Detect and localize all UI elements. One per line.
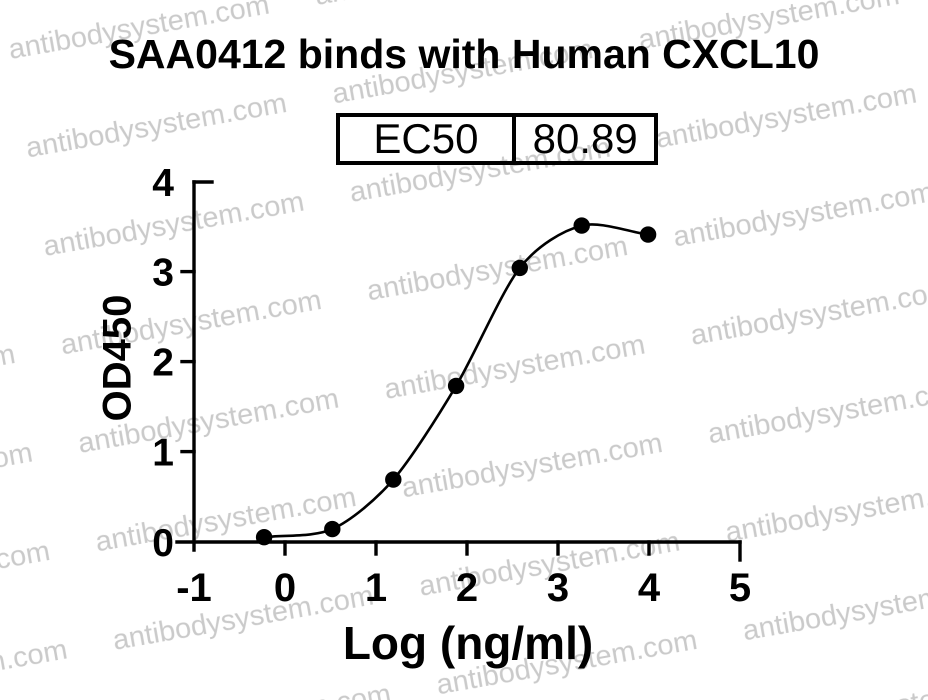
svg-text:3: 3: [547, 566, 569, 610]
svg-text:2: 2: [152, 342, 174, 385]
svg-text:-1: -1: [176, 566, 212, 610]
svg-text:4: 4: [152, 162, 174, 205]
svg-text:4: 4: [638, 566, 661, 610]
svg-text:1: 1: [152, 432, 174, 475]
svg-text:5: 5: [729, 566, 751, 610]
svg-text:1: 1: [365, 566, 387, 610]
svg-text:0: 0: [152, 522, 174, 565]
svg-text:0: 0: [274, 566, 296, 610]
svg-text:3: 3: [152, 252, 174, 295]
svg-text:2: 2: [456, 566, 478, 610]
